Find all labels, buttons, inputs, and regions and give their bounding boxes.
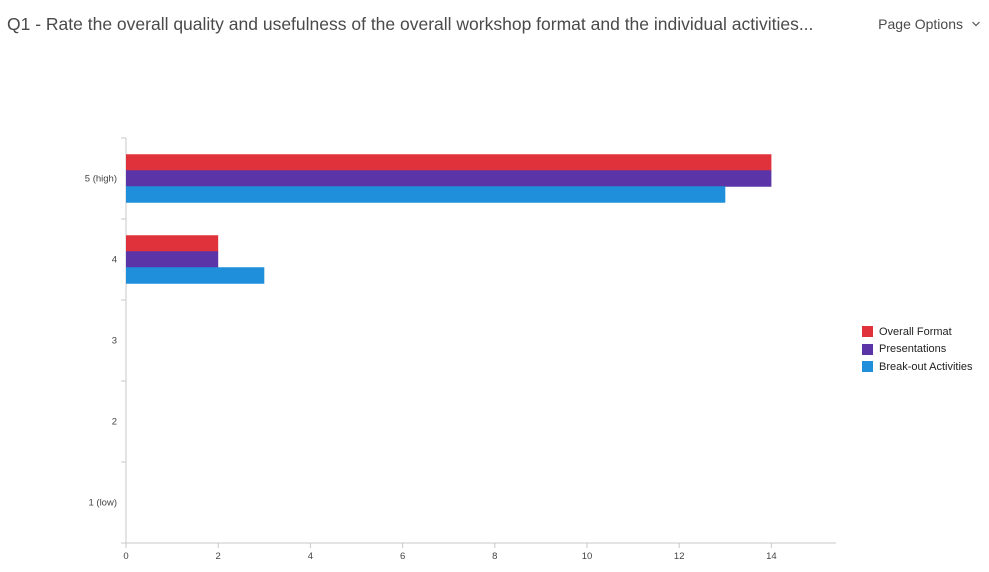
- chart-axes: [121, 137, 836, 548]
- x-tick-label: 4: [308, 551, 313, 562]
- y-tick-label: 5 (high): [85, 174, 117, 185]
- legend-label: Break-out Activities: [879, 360, 973, 373]
- bar[interactable]: [126, 186, 726, 203]
- page-options-label: Page Options: [878, 16, 963, 32]
- legend-swatch: [862, 343, 873, 355]
- legend-swatch: [862, 361, 873, 373]
- y-tick-label: 4: [112, 255, 117, 266]
- bar[interactable]: [126, 235, 219, 252]
- x-tick-label: 14: [766, 551, 777, 562]
- x-tick-label: 8: [492, 551, 497, 562]
- chevron-down-icon: [972, 21, 980, 27]
- y-tick-label: 2: [112, 417, 117, 428]
- x-tick-label: 2: [216, 551, 221, 562]
- x-tick-label: 0: [123, 551, 128, 562]
- bar[interactable]: [126, 170, 772, 187]
- x-tick-label: 6: [400, 551, 405, 562]
- legend-label: Overall Format: [879, 325, 952, 338]
- chart-tick-labels: 0 2 4 6 8 10 12 14 5 (high) 4 3 2 1 (low): [85, 174, 777, 563]
- legend-item[interactable]: Overall Format: [862, 323, 987, 341]
- chart-legend: Overall Format Presentations Break-out Act…: [862, 323, 987, 376]
- legend-swatch: [862, 326, 873, 338]
- legend-item[interactable]: Presentations: [862, 341, 987, 359]
- y-tick-label: 1 (low): [88, 498, 117, 509]
- page-options-button[interactable]: Page Options: [878, 13, 981, 35]
- legend-label: Presentations: [879, 343, 947, 356]
- x-tick-label: 10: [582, 551, 593, 562]
- bar[interactable]: [126, 267, 265, 284]
- y-tick-label: 3: [112, 336, 117, 347]
- bar[interactable]: [126, 154, 772, 171]
- bar[interactable]: [126, 251, 219, 268]
- chart-header: Q1 - Rate the overall quality and useful…: [0, 0, 989, 48]
- chart-bars: [126, 154, 772, 284]
- legend-item[interactable]: Break-out Activities: [862, 358, 987, 376]
- x-tick-label: 12: [674, 551, 685, 562]
